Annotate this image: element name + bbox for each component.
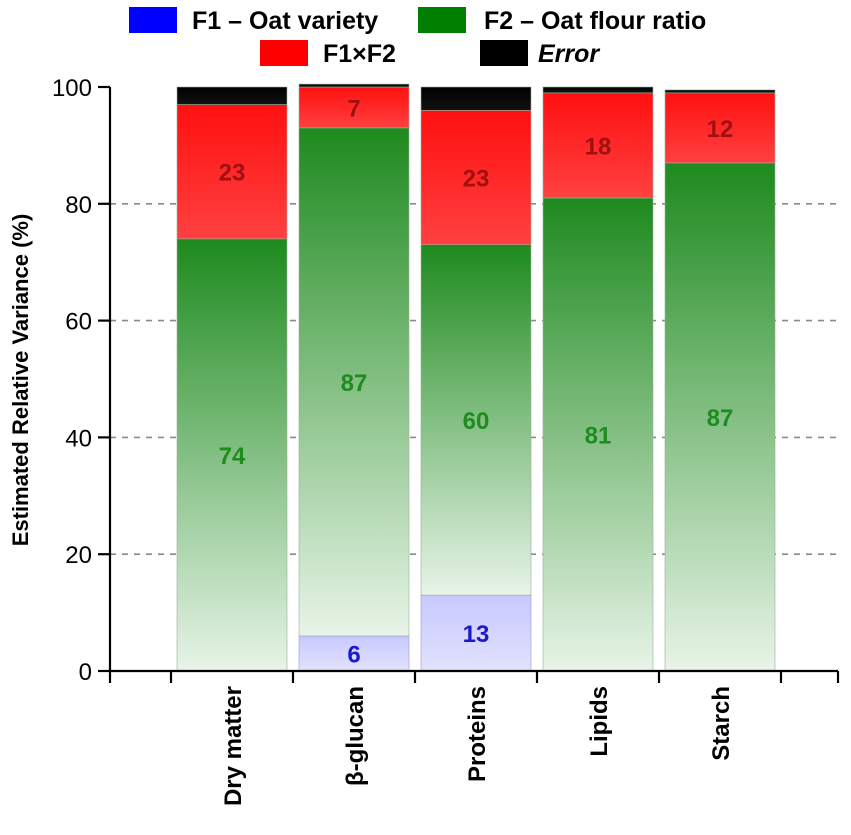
bar-segment-2-3 [420, 244, 532, 596]
bar-segment-2-5 [664, 162, 776, 672]
bar-segment-4-4 [542, 86, 654, 94]
axes: 0 20 40 60 80 100 Dry matter β-glucan Proteins Li… [52, 75, 840, 806]
bar-segment-3-4 [542, 92, 654, 199]
data-label-3-3: 23 [463, 166, 490, 193]
y-tick-label-40: 40 [65, 425, 92, 452]
bars [176, 83, 776, 672]
bar-segment-3-5 [664, 92, 776, 164]
value-labels: 74 23 6 87 7 13 60 23 81 18 87 12 [219, 95, 734, 668]
data-label-3-4: 18 [585, 133, 612, 160]
bar-segment-4-5 [664, 89, 776, 94]
bar-segment-4-3 [420, 86, 532, 111]
data-label-1-3: 13 [463, 621, 490, 648]
bar-segment-4-1 [176, 86, 288, 105]
legend-swatch-2 [418, 7, 466, 33]
legend-swatch-1 [129, 7, 177, 33]
x-tick-label-4: Lipids [586, 686, 613, 757]
legend: F1 – Oat variety F2 – Oat flour ratio F1×F… [129, 7, 706, 68]
bar-segment-2-1 [176, 238, 288, 672]
y-tick-label-20: 20 [65, 542, 92, 569]
y-tick-label-80: 80 [65, 192, 92, 219]
data-label-2-4: 81 [585, 422, 612, 449]
data-label-3-1: 23 [219, 160, 246, 187]
bar-segment-1-3 [420, 594, 532, 672]
legend-label-4: Error [538, 40, 600, 68]
y-tick-label-100: 100 [52, 75, 92, 102]
legend-label-3: F1×F2 [323, 40, 396, 68]
data-label-3-5: 12 [707, 116, 734, 143]
x-tick-label-1: Dry matter [220, 686, 247, 806]
legend-swatch-3 [260, 40, 308, 66]
bar-segment-4-2 [298, 83, 410, 88]
data-label-2-2: 87 [341, 370, 368, 397]
x-tick-label-3: Proteins [464, 686, 491, 782]
bar-segment-3-3 [420, 110, 532, 245]
bar-segment-3-1 [176, 104, 288, 240]
data-label-2-3: 60 [463, 408, 490, 435]
y-tick-label-60: 60 [65, 309, 92, 336]
x-tick-label-5: Starch [708, 686, 735, 761]
bar-segment-1-2 [298, 635, 410, 672]
bar-segment-3-2 [298, 86, 410, 129]
data-label-2-5: 87 [707, 405, 734, 432]
data-label-2-1: 74 [219, 443, 246, 470]
bar-segment-2-2 [298, 127, 410, 637]
y-tick-label-0: 0 [79, 659, 92, 686]
data-label-3-2: 7 [347, 95, 360, 122]
legend-swatch-4 [480, 40, 528, 66]
y-axis-title: Estimated Relative Variance (%) [8, 214, 33, 547]
legend-label-2: F2 – Oat flour ratio [484, 7, 706, 35]
bar-segment-2-4 [542, 197, 654, 672]
data-label-1-2: 6 [347, 641, 360, 668]
x-tick-label-2: β-glucan [342, 686, 369, 786]
legend-label-1: F1 – Oat variety [192, 7, 378, 35]
